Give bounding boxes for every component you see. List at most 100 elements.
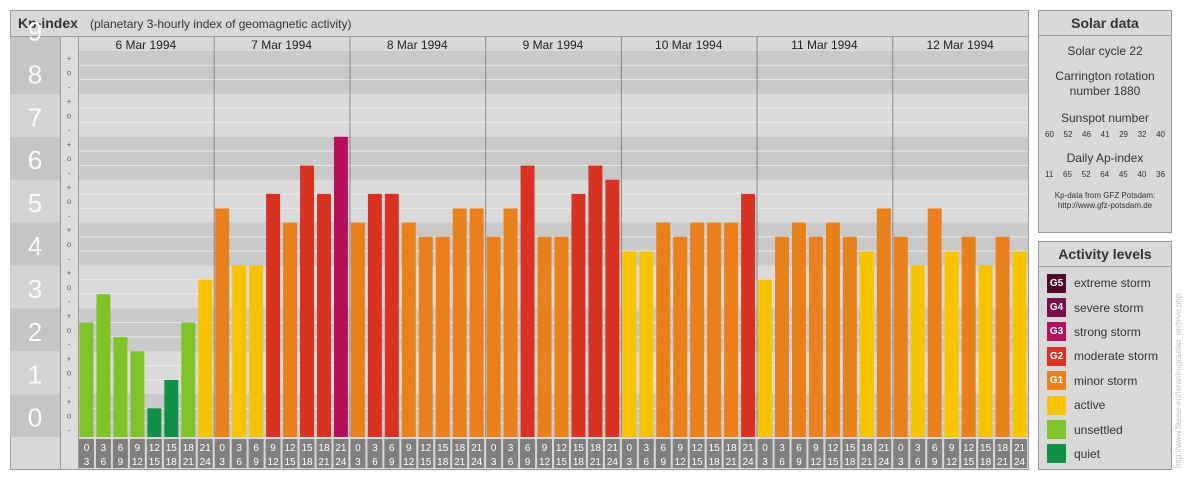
kp-bar <box>79 322 94 437</box>
kp-bar <box>198 279 213 437</box>
interval-end: 18 <box>709 457 721 468</box>
interval-start: 9 <box>949 443 955 454</box>
chart-subtitle: (planetary 3-hourly index of geomagnetic… <box>90 17 351 31</box>
sunspot-value: 32 <box>1137 130 1147 139</box>
kp-bar <box>927 208 942 437</box>
third-mark: o <box>67 283 72 292</box>
interval-start: 12 <box>284 443 296 454</box>
interval-end: 21 <box>183 457 195 468</box>
kp-bar <box>842 236 857 437</box>
activity-legend: G5 extreme storm G4 severe storm G3 strong st… <box>1039 267 1171 466</box>
interval-start: 3 <box>372 443 378 454</box>
legend-swatch <box>1047 444 1066 464</box>
third-mark: - <box>68 426 71 435</box>
y-tick-label: 0 <box>28 403 42 433</box>
interval-end: 6 <box>236 457 242 468</box>
interval-start: 6 <box>389 443 395 454</box>
kp-bar <box>859 251 874 437</box>
y-tick-label: 1 <box>28 360 42 390</box>
legend-swatch <box>1047 395 1066 415</box>
interval-cell <box>961 439 977 468</box>
third-mark: - <box>68 83 71 92</box>
interval-end: 24 <box>743 457 755 468</box>
interval-start: 9 <box>135 443 141 454</box>
interval-start: 12 <box>556 443 568 454</box>
band-5 <box>78 179 1028 223</box>
credit-line1: Kp-data from GFZ Potsdam: <box>1054 191 1156 200</box>
kp-bar <box>486 236 501 437</box>
interval-cell <box>112 439 128 468</box>
ap-value: 65 <box>1063 170 1072 179</box>
day-label: 8 Mar 1994 <box>387 38 448 52</box>
sunspot-value: 40 <box>1156 130 1165 139</box>
ap-value: 64 <box>1100 170 1110 179</box>
interval-start: 9 <box>270 443 276 454</box>
legend-item: quiet <box>1039 442 1171 466</box>
legend-label: strong storm <box>1074 324 1141 339</box>
interval-end: 18 <box>573 457 585 468</box>
interval-start: 15 <box>844 443 856 454</box>
interval-end: 6 <box>644 457 650 468</box>
interval-start: 21 <box>471 443 483 454</box>
interval-start: 18 <box>454 443 466 454</box>
interval-start: 21 <box>335 443 347 454</box>
interval-cell <box>910 439 926 468</box>
legend-item: G2 moderate storm <box>1039 344 1171 368</box>
third-mark: o <box>67 154 72 163</box>
legend-item: active <box>1039 393 1171 417</box>
interval-cell <box>401 439 417 468</box>
interval-start: 0 <box>898 443 904 454</box>
interval-start: 3 <box>508 443 514 454</box>
third-mark: - <box>68 169 71 178</box>
kp-bar <box>961 236 976 437</box>
solar-data-panel: Solar data Solar cycle 22 Carrington rot… <box>1038 10 1172 233</box>
interval-cell <box>469 439 485 468</box>
interval-cell <box>808 439 824 468</box>
interval-end: 18 <box>844 457 856 468</box>
day-label: 6 Mar 1994 <box>116 38 177 52</box>
interval-end: 21 <box>861 457 873 468</box>
third-mark: + <box>67 397 72 406</box>
interval-end: 15 <box>284 457 296 468</box>
kp-bar <box>876 208 891 437</box>
interval-cell <box>265 439 281 468</box>
kp-bar <box>317 193 331 437</box>
interval-start: 15 <box>437 443 449 454</box>
ap-value: 52 <box>1081 170 1091 179</box>
interval-start: 3 <box>644 443 650 454</box>
y-tick-label: 5 <box>28 188 42 218</box>
third-mark: + <box>67 97 72 106</box>
interval-end: 6 <box>372 457 378 468</box>
activity-levels-title: Activity levels <box>1039 242 1171 267</box>
third-mark: o <box>67 369 72 378</box>
y-tick-label: 7 <box>28 102 42 132</box>
interval-start: 21 <box>200 443 212 454</box>
kp-bar <box>792 222 806 437</box>
sunspot-value: 52 <box>1063 130 1073 139</box>
kp-bar <box>384 193 399 437</box>
kp-bar <box>1012 251 1027 437</box>
interval-start: 15 <box>709 443 721 454</box>
kp-bar <box>554 236 569 437</box>
interval-end: 15 <box>556 457 568 468</box>
y-band-1 <box>10 351 60 395</box>
activity-levels-panel: Activity levels G5 extreme storm G4 severe … <box>1038 241 1172 470</box>
interval-start: 12 <box>827 443 839 454</box>
credit-link[interactable]: http://www.gfz-potsdam.de <box>1057 201 1153 210</box>
interval-start: 6 <box>118 443 124 454</box>
interval-cell <box>537 439 552 468</box>
third-mark: o <box>67 412 72 421</box>
interval-start: 3 <box>101 443 107 454</box>
third-mark: o <box>67 326 72 335</box>
kp-bar <box>588 165 603 437</box>
ap-value: 11 <box>1045 170 1054 179</box>
y-band-5 <box>10 179 60 223</box>
interval-cell <box>180 439 196 468</box>
interval-start: 12 <box>963 443 975 454</box>
interval-end: 12 <box>539 457 551 468</box>
y-band-0 <box>10 394 60 437</box>
kp-bar <box>232 265 247 437</box>
interval-cell <box>282 439 298 468</box>
interval-cell <box>655 439 671 468</box>
third-mark: - <box>68 340 71 349</box>
